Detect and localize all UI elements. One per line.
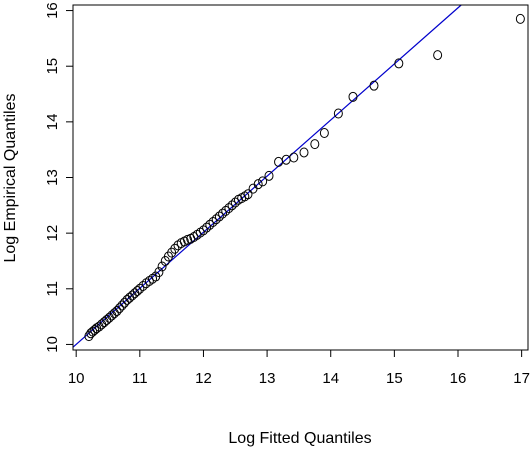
- data-point: [117, 300, 127, 311]
- x-tick-label: 10: [68, 370, 85, 387]
- data-point: [202, 222, 212, 233]
- x-tick-label: 16: [450, 370, 467, 387]
- y-tick-label: 13: [44, 169, 61, 186]
- data-point: [120, 297, 130, 308]
- data-point: [515, 13, 525, 24]
- y-axis-title: Log Empirical Quantiles: [2, 94, 19, 263]
- y-tick-label: 11: [44, 281, 61, 297]
- x-tick-label: 12: [195, 370, 212, 387]
- y-tick-label: 12: [44, 225, 61, 242]
- x-tick-label: 11: [132, 370, 148, 387]
- data-point: [214, 211, 224, 222]
- data-point: [211, 214, 221, 225]
- x-tick-label: 15: [386, 370, 403, 387]
- data-point: [90, 324, 100, 335]
- data-point: [369, 80, 379, 91]
- data-point: [243, 189, 253, 200]
- data-point: [289, 152, 299, 163]
- data-point: [138, 281, 148, 292]
- plot-frame: [72, 4, 529, 351]
- data-point: [112, 306, 122, 317]
- x-axis: 10 11 12 13 14 15 16 17: [68, 350, 530, 387]
- data-point: [163, 251, 173, 262]
- y-tick-label: 10: [44, 336, 61, 353]
- data-point: [333, 108, 343, 119]
- data-point: [218, 208, 228, 219]
- data-point: [109, 308, 119, 319]
- data-point: [205, 219, 215, 230]
- y-tick-label: 15: [44, 58, 61, 75]
- y-tick-label: 16: [44, 2, 61, 19]
- data-point: [348, 91, 358, 102]
- data-point: [274, 156, 284, 167]
- data-point: [157, 261, 167, 272]
- data-point: [299, 147, 309, 158]
- data-point: [208, 217, 218, 228]
- data-point: [198, 225, 208, 236]
- y-axis: 10 11 12 13 14 15 16: [44, 2, 73, 353]
- points-layer: [84, 13, 525, 342]
- data-point: [170, 243, 180, 254]
- data-point: [310, 139, 320, 150]
- y-tick-label: 14: [44, 114, 61, 131]
- x-axis-title: Log Fitted Quantiles: [228, 430, 371, 447]
- data-point: [227, 200, 237, 211]
- data-point: [394, 58, 404, 69]
- x-tick-label: 17: [513, 370, 530, 387]
- data-point: [230, 197, 240, 208]
- data-point: [132, 286, 142, 297]
- data-point: [264, 170, 274, 181]
- data-point: [154, 267, 164, 278]
- data-point: [319, 127, 329, 138]
- x-tick-label: 13: [259, 370, 276, 387]
- data-point: [258, 176, 268, 187]
- x-tick-label: 14: [322, 370, 339, 387]
- data-point: [114, 303, 124, 314]
- data-point: [221, 205, 231, 216]
- data-point: [135, 283, 145, 294]
- data-point: [224, 203, 234, 214]
- data-point: [433, 50, 443, 61]
- data-point: [167, 247, 177, 258]
- data-point: [253, 179, 263, 190]
